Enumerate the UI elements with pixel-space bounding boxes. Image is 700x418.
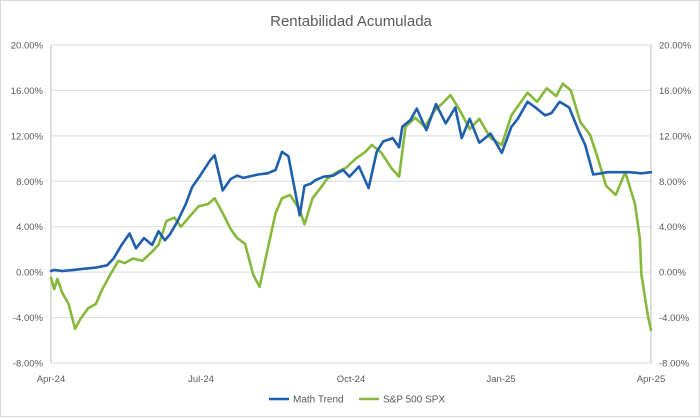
x-tick-label: Apr-24 [37,374,66,385]
y-tick-label-left: 12.00% [11,131,44,142]
x-axis: Apr-24 Jul-24 Oct-24 Jan-25 Apr-25 [37,374,666,385]
x-tick-label: Jul-24 [188,374,214,385]
y-axis-left: -8.00% -4.00% 0.00% 4.00% 8.00% 12.00% 16.00% 2… [11,41,44,370]
legend: Math Trend S&P 500 SPX [269,395,445,406]
y-tick-label-right: 0.00% [659,268,686,279]
y-tick-label-left: 4.00% [16,222,43,233]
y-tick-label-right: 4.00% [659,222,686,233]
series-lines [49,82,653,332]
y-tick-label-right: -8.00% [659,359,690,370]
y-tick-label-left: -4.00% [13,313,44,324]
y-tick-label-left: -8.00% [13,359,44,370]
series-line-s-p-500-spx [49,82,653,332]
y-tick-label-left: 8.00% [16,177,43,188]
x-tick-label: Apr-25 [637,374,666,385]
chart-title: Rentabilidad Acumulada [270,13,432,30]
y-tick-label-left: 0.00% [16,268,43,279]
y-axis-right: -8.00% -4.00% 0.00% 4.00% 8.00% 12.00% 16.00% 2… [659,41,692,370]
x-tick-label: Oct-24 [337,374,366,385]
legend-label: Math Trend [293,395,344,406]
y-tick-label-right: 12.00% [659,131,692,142]
x-tick-label: Jan-25 [486,374,515,385]
y-tick-label-left: 16.00% [11,86,44,97]
series-line-math-trend [49,100,653,273]
y-tick-label-right: 16.00% [659,86,692,97]
legend-label: S&P 500 SPX [383,395,445,406]
y-tick-label-right: -4.00% [659,313,690,324]
y-tick-label-right: 8.00% [659,177,686,188]
gridlines [50,44,652,364]
y-tick-label-right: 20.00% [659,41,692,52]
y-tick-label-left: 20.00% [11,41,44,52]
